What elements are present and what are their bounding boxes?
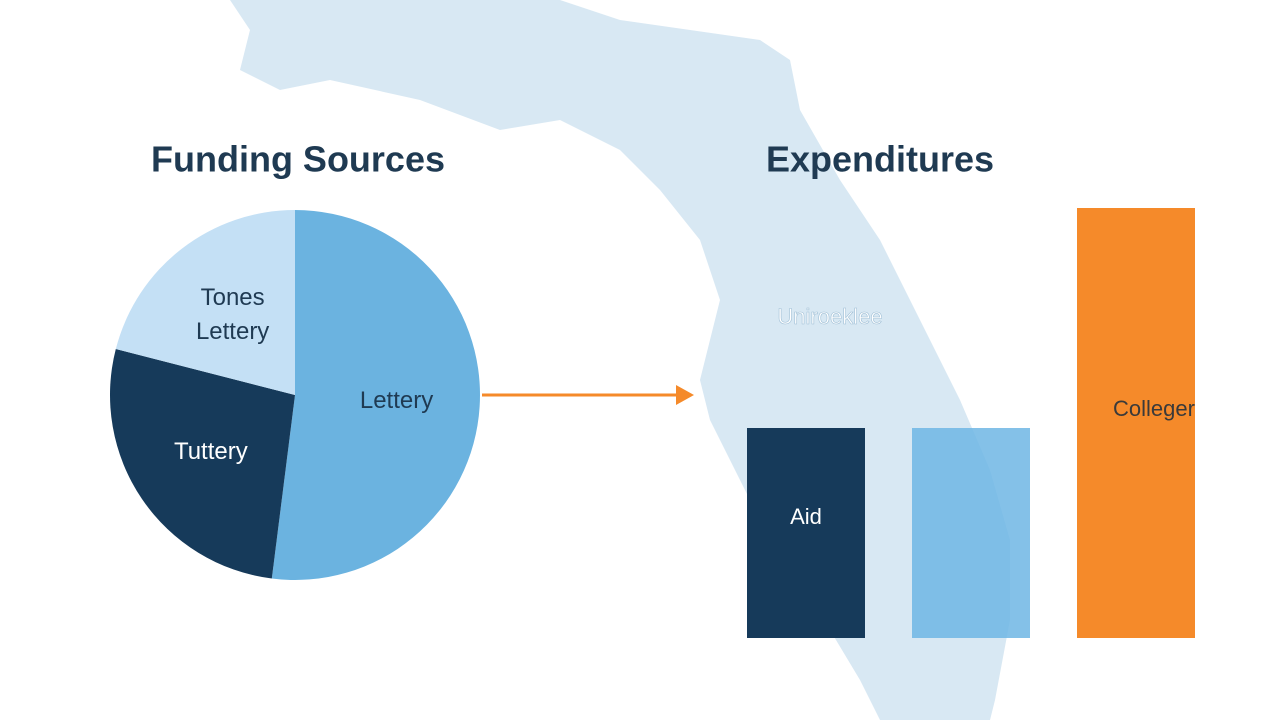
bar [747,428,865,638]
pie-slice [110,348,295,579]
chart-title: Expenditures [766,139,994,180]
chart-title: Funding Sources [151,139,445,180]
pie-slice [271,209,481,580]
pie-slice [115,210,295,395]
bar-label: Aid [790,504,822,529]
slice-label: Tones Lettery [195,283,270,345]
slice-label: Lettery [359,387,434,415]
map-annotation: Uniroeklee [777,304,882,329]
arrow-head [676,385,694,405]
slice-label: Tuttery [173,438,248,466]
bar [912,428,1030,638]
bar [1077,208,1195,638]
bar-label: Colleger [1113,396,1195,421]
